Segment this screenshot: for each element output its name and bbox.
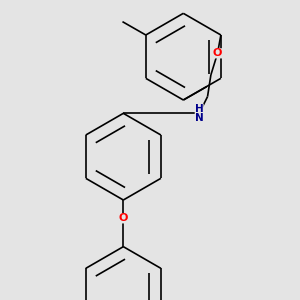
Text: O: O: [213, 48, 222, 58]
Text: H
N: H N: [195, 104, 204, 123]
Text: O: O: [118, 213, 128, 223]
